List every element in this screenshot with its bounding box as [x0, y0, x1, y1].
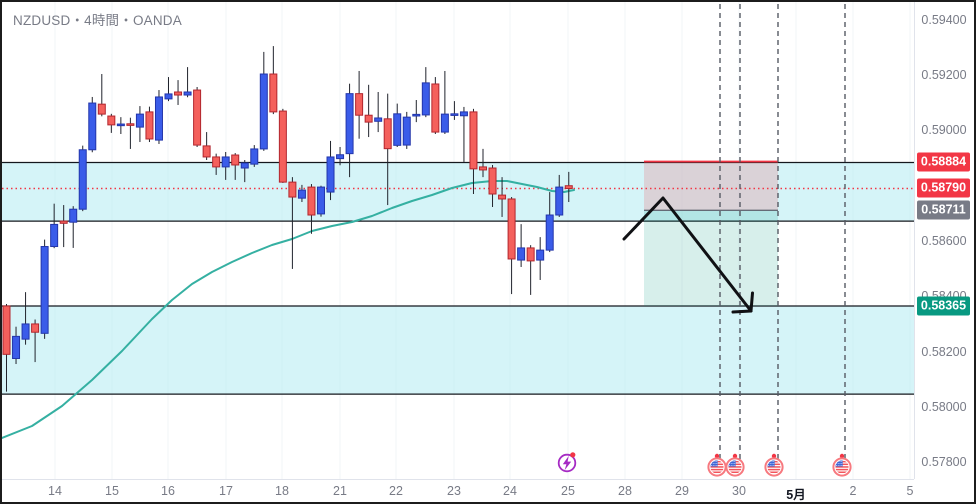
time-tick-label: 5月	[786, 488, 806, 502]
time-tick-label: 2	[849, 484, 857, 498]
support-resistance-bands[interactable]	[2, 161, 914, 395]
chart-pane[interactable]: NZDUSD・4時間・OANDA	[2, 2, 914, 479]
price-tick-label: 0.58000	[921, 399, 967, 414]
price-tick-label: 0.59400	[921, 12, 967, 27]
time-tick-label: 5	[906, 484, 914, 498]
economic-event-lightning-icon[interactable]	[557, 452, 577, 473]
time-tick-label: 24	[503, 484, 517, 498]
candlestick-chart[interactable]	[2, 2, 914, 479]
time-tick-label: 22	[389, 484, 403, 498]
time-tick-label: 29	[675, 484, 689, 498]
us-flag-event-icon[interactable]	[764, 453, 784, 477]
time-tick-label: 21	[333, 484, 347, 498]
price-tick-label: 0.58600	[921, 233, 967, 248]
time-tick-label: 18	[275, 484, 289, 498]
event-dashed-lines	[719, 4, 846, 473]
faint-day-gridlines	[54, 2, 911, 479]
price-tick-label: 0.59200	[921, 68, 967, 83]
candles-layer	[2, 46, 573, 392]
us-flag-event-icon[interactable]	[832, 453, 852, 477]
time-tick-label: 25	[561, 484, 575, 498]
symbol-title[interactable]: NZDUSD・4時間・OANDA	[13, 13, 182, 28]
price-tick-label: 0.57800	[921, 455, 967, 470]
time-tick-label: 14	[48, 484, 62, 498]
us-flag-event-icon[interactable]	[725, 453, 745, 477]
time-tick-label: 23	[447, 484, 461, 498]
us-flag-event-icon[interactable]	[707, 453, 727, 477]
price-tick-label: 0.58200	[921, 344, 967, 359]
price-badge-entry-level: 0.58711	[917, 200, 970, 220]
price-badge-target-level: 0.58365	[917, 296, 970, 316]
time-tick-label: 30	[732, 484, 746, 498]
time-axis[interactable]: 14 15 16 17 18 21 22 23 24 25 28 29 30 5月 2 5	[2, 479, 914, 502]
time-tick-label: 17	[219, 484, 233, 498]
price-axis[interactable]: 0.594000.592000.590000.586000.584000.582…	[914, 2, 973, 479]
price-badge-current-price: 0.58790	[917, 178, 970, 198]
projection-arrow[interactable]	[622, 196, 754, 314]
time-tick-label: 15	[105, 484, 119, 498]
short-position-tool[interactable]	[644, 160, 778, 306]
time-tick-label: 16	[161, 484, 175, 498]
price-tick-label: 0.59000	[921, 123, 967, 138]
time-tick-label: 28	[618, 484, 632, 498]
moving-average-line	[2, 180, 575, 439]
price-badge-stop-level: 0.58884	[917, 152, 970, 172]
